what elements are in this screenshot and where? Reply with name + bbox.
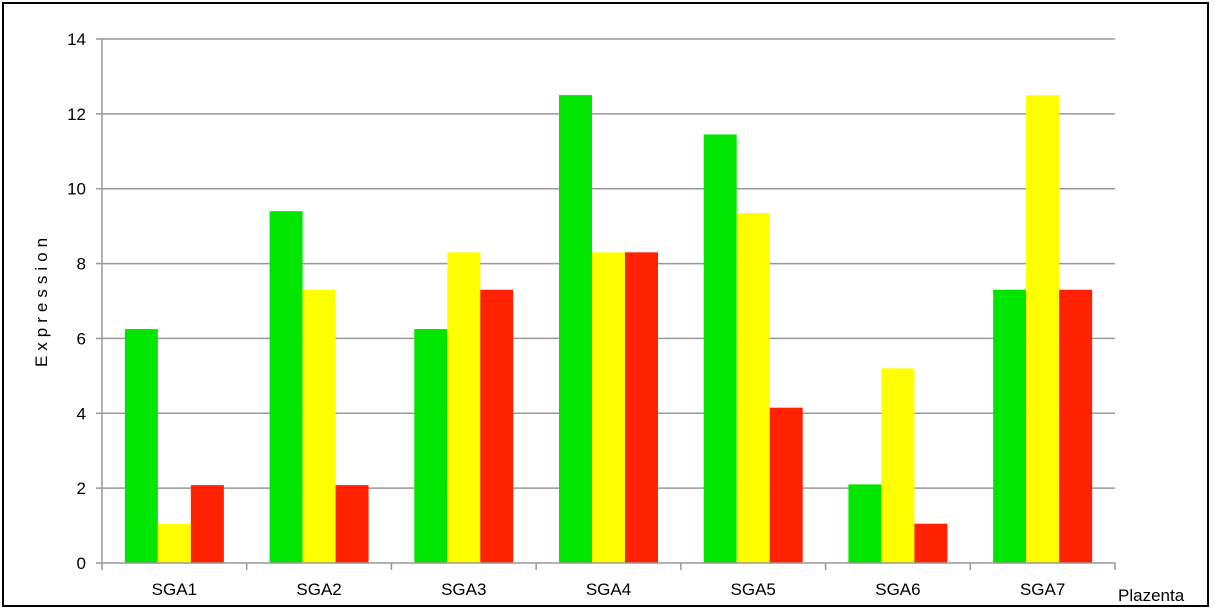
bar-sga2-s2 bbox=[302, 289, 336, 563]
x-tick-label: SGA1 bbox=[152, 580, 197, 599]
x-tick-label: SGA7 bbox=[1020, 580, 1065, 599]
y-axis-title: Expression bbox=[32, 233, 51, 367]
y-tick-label: 8 bbox=[77, 255, 86, 274]
x-axis-title: Plazenta bbox=[1118, 586, 1185, 605]
x-tick-label: SGA2 bbox=[296, 580, 341, 599]
bars bbox=[124, 95, 1093, 564]
y-tick-label: 12 bbox=[67, 105, 86, 124]
bar-sga3-s3 bbox=[480, 289, 514, 563]
x-tick-label: SGA4 bbox=[586, 580, 631, 599]
bar-sga7-s1 bbox=[993, 289, 1027, 563]
bar-sga1-s1 bbox=[124, 329, 158, 563]
bar-sga5-s1 bbox=[703, 134, 737, 563]
bar-sga2-s3 bbox=[335, 485, 369, 563]
x-tick-label: SGA6 bbox=[875, 580, 920, 599]
y-tick-label: 10 bbox=[67, 180, 86, 199]
bar-sga6-s2 bbox=[881, 368, 915, 563]
bar-sga7-s3 bbox=[1059, 289, 1093, 563]
bar-sga5-s3 bbox=[769, 407, 803, 563]
y-tick-label: 14 bbox=[67, 30, 86, 49]
y-tick-label: 4 bbox=[77, 404, 86, 423]
bar-sga6-s1 bbox=[848, 484, 882, 563]
bar-sga6-s3 bbox=[914, 523, 948, 563]
bar-sga5-s2 bbox=[736, 213, 770, 564]
axis-labels: 0 2 4 6 8 10 12 14 SGA1 SGA2 SGA3 SGA4 SGA5 SGA6 SGA7 bbox=[67, 30, 1065, 599]
x-tick-label: SGA3 bbox=[441, 580, 486, 599]
y-tick-label: 2 bbox=[77, 479, 86, 498]
bar-sga1-s2 bbox=[157, 523, 191, 563]
bar-sga4-s3 bbox=[625, 252, 658, 564]
bar-sga7-s2 bbox=[1026, 95, 1060, 564]
bar-sga3-s1 bbox=[414, 329, 448, 563]
bar-sga1-s3 bbox=[190, 485, 224, 563]
y-tick-label: 0 bbox=[77, 554, 86, 573]
x-tick-label: SGA5 bbox=[731, 580, 776, 599]
axes bbox=[96, 38, 1116, 570]
bar-sga2-s1 bbox=[269, 211, 303, 563]
bar-sga3-s2 bbox=[447, 252, 481, 564]
y-tick-label: 6 bbox=[77, 329, 86, 348]
bar-sga4-s1 bbox=[559, 95, 592, 564]
bar-sga4-s2 bbox=[592, 252, 625, 564]
